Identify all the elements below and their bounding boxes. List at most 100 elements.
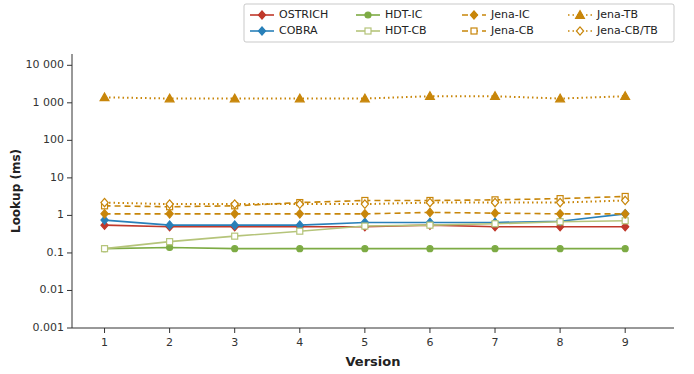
legend-marker <box>470 11 477 19</box>
legend-marker <box>365 28 371 34</box>
legend-marker <box>365 12 371 18</box>
point <box>166 200 173 208</box>
legend-item: COBRA <box>250 24 318 37</box>
point <box>492 221 498 227</box>
y-tick-label: 0.001 <box>33 321 65 334</box>
point <box>621 92 630 100</box>
series <box>100 92 629 102</box>
legend-item: HDT-IC <box>356 8 423 21</box>
point <box>360 94 369 102</box>
point <box>362 223 368 229</box>
y-tick <box>67 102 72 103</box>
legend: OSTRICH COBRA HDT-IC HDT-CB Jena-IC Jena-CB Je… <box>244 4 674 42</box>
x-tick-label: 1 <box>101 336 108 349</box>
point <box>427 246 433 252</box>
point <box>557 246 563 252</box>
x-tick-label: 6 <box>426 336 433 349</box>
point <box>557 198 564 206</box>
y-tick-label: 1 000 <box>33 96 65 109</box>
point <box>426 221 433 229</box>
point <box>100 93 109 101</box>
x-tick <box>495 328 496 333</box>
legend-marker <box>576 27 583 35</box>
legend-label: Jena-IC <box>490 8 530 21</box>
series <box>102 244 629 251</box>
point <box>491 209 498 217</box>
point <box>231 210 238 218</box>
y-tick-label: 0.01 <box>40 283 65 296</box>
x-tick-label: 5 <box>361 336 368 349</box>
legend-item: Jena-CB <box>462 24 534 37</box>
x-tick <box>364 328 365 333</box>
series <box>101 196 629 208</box>
legend-item: OSTRICH <box>250 8 328 21</box>
point <box>362 246 368 252</box>
legend-marker <box>471 28 477 34</box>
point <box>426 198 433 206</box>
point <box>101 198 108 206</box>
point <box>166 221 173 229</box>
legend-item: Jena-CB/TB <box>568 24 658 37</box>
legend-marker <box>576 11 585 19</box>
point <box>296 210 303 218</box>
legend-marker <box>258 27 265 35</box>
legend-marker <box>258 11 265 19</box>
point <box>556 94 565 102</box>
x-tick <box>169 328 170 333</box>
y-axis-label: Lookup (ms) <box>9 149 23 233</box>
x-tick <box>625 328 626 333</box>
legend-label: Jena-TB <box>596 8 638 21</box>
point <box>297 228 303 234</box>
point <box>102 246 108 252</box>
series-line <box>105 221 626 249</box>
legend-item: Jena-IC <box>462 8 530 21</box>
legend-item: HDT-CB <box>356 24 427 37</box>
legend-label: Jena-CB <box>490 24 534 37</box>
y-tick-label: 0.1 <box>47 246 65 259</box>
point <box>491 218 498 226</box>
y-tick <box>67 290 72 291</box>
series <box>102 193 629 209</box>
x-tick-label: 9 <box>622 336 629 349</box>
axes: 0.0010.010.11101001 00010 000123456789 <box>26 54 675 349</box>
x-axis-label: Version <box>346 354 401 369</box>
point <box>230 94 239 102</box>
x-tick-label: 2 <box>166 336 173 349</box>
x-tick <box>104 328 105 333</box>
point <box>622 246 628 252</box>
y-tick-label: 10 <box>50 171 64 184</box>
x-tick <box>234 328 235 333</box>
chart: 0.0010.010.11101001 00010 000123456789Ve… <box>0 0 694 374</box>
point <box>622 210 629 218</box>
legend-label: Jena-CB/TB <box>596 24 658 37</box>
point <box>231 200 238 208</box>
point <box>167 239 173 245</box>
y-tick <box>67 65 72 66</box>
x-tick <box>299 328 300 333</box>
point <box>491 198 498 206</box>
y-tick <box>67 328 72 329</box>
x-tick-label: 4 <box>296 336 303 349</box>
point <box>101 210 108 218</box>
y-tick <box>67 177 72 178</box>
point <box>427 222 433 228</box>
legend-label: HDT-CB <box>385 24 427 37</box>
x-tick <box>560 328 561 333</box>
y-tick-label: 10 000 <box>26 58 65 71</box>
legend-label: HDT-IC <box>385 8 423 21</box>
legend-frame <box>244 4 674 42</box>
y-tick <box>67 140 72 141</box>
series <box>102 218 629 252</box>
point <box>232 246 238 252</box>
y-tick <box>67 252 72 253</box>
point <box>166 210 173 218</box>
point <box>102 246 108 252</box>
point <box>295 94 304 102</box>
series <box>101 210 629 230</box>
legend-label: OSTRICH <box>279 8 328 21</box>
y-tick-label: 100 <box>43 133 64 146</box>
point <box>167 244 173 250</box>
point <box>557 210 564 218</box>
plot-area <box>100 92 629 252</box>
x-tick-label: 3 <box>231 336 238 349</box>
